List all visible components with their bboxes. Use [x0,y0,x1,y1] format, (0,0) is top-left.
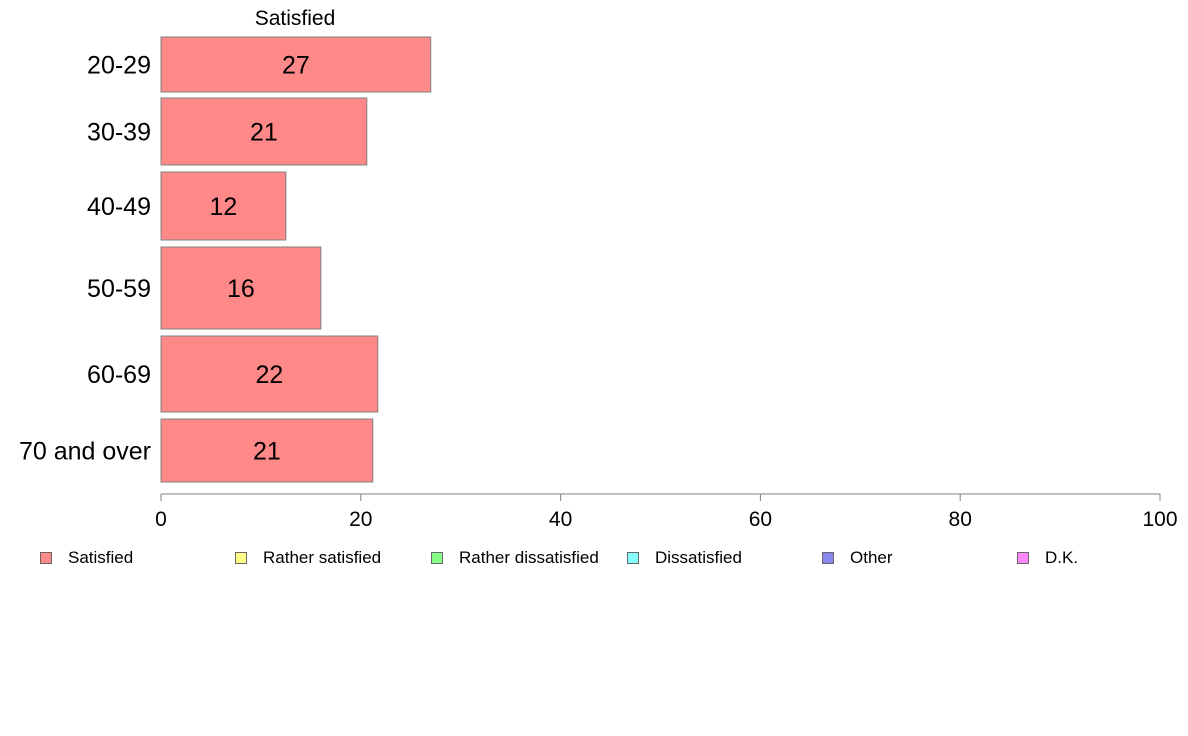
category-label: 50-59 [87,275,151,303]
category-label: 40-49 [87,193,151,221]
category-label: 70 and over [19,438,151,466]
chart-title: Satisfied [255,7,336,30]
legend-label: Dissatisfied [655,548,742,567]
bar-70-and-over [160,418,374,483]
data-label: 12 [210,193,238,221]
chart-legend: Satisfied Rather satisfied Rather dissatis… [0,546,1188,570]
bar-30-39 [160,97,368,166]
category-label: 30-39 [87,119,151,147]
legend-label: Rather satisfied [263,548,382,567]
data-label: 16 [227,275,255,303]
legend-item: Other [822,546,893,570]
legend-item: Dissatisfied [627,546,742,570]
data-label: 21 [250,119,278,147]
bar-chart: Satisfied 27 20-29 21 30-39 12 40-49 16 50-59 22… [19,7,1178,531]
x-tick-label: 100 [1142,508,1177,531]
x-tick-label: 0 [155,508,167,531]
legend-label: Satisfied [68,548,134,567]
x-tick-label: 80 [949,508,972,531]
x-tick-label: 60 [749,508,772,531]
legend-swatch [822,552,834,564]
x-tick-label: 20 [349,508,372,531]
legend-swatch [40,552,52,564]
bar-20-29 [160,36,432,93]
data-label: 27 [282,52,310,80]
bar-60-69 [160,335,379,413]
legend-swatch [1017,552,1029,564]
legend-item: Rather satisfied [235,546,381,570]
bar-40-49 [160,171,287,241]
legend-label: Other [850,548,893,567]
x-tick-label: 40 [549,508,572,531]
data-label: 21 [253,438,281,466]
bar-50-59 [160,246,322,330]
legend-item: Satisfied [40,546,133,570]
legend-item: Rather dissatisfied [431,546,599,570]
legend-label: Rather dissatisfied [459,548,599,567]
legend-item: D.K. [1017,546,1078,570]
legend-label: D.K. [1045,548,1079,567]
category-label: 20-29 [87,52,151,80]
legend-swatch [235,552,247,564]
legend-swatch [431,552,443,564]
category-label: 60-69 [87,361,151,389]
data-label: 22 [255,361,283,389]
legend-swatch [627,552,639,564]
